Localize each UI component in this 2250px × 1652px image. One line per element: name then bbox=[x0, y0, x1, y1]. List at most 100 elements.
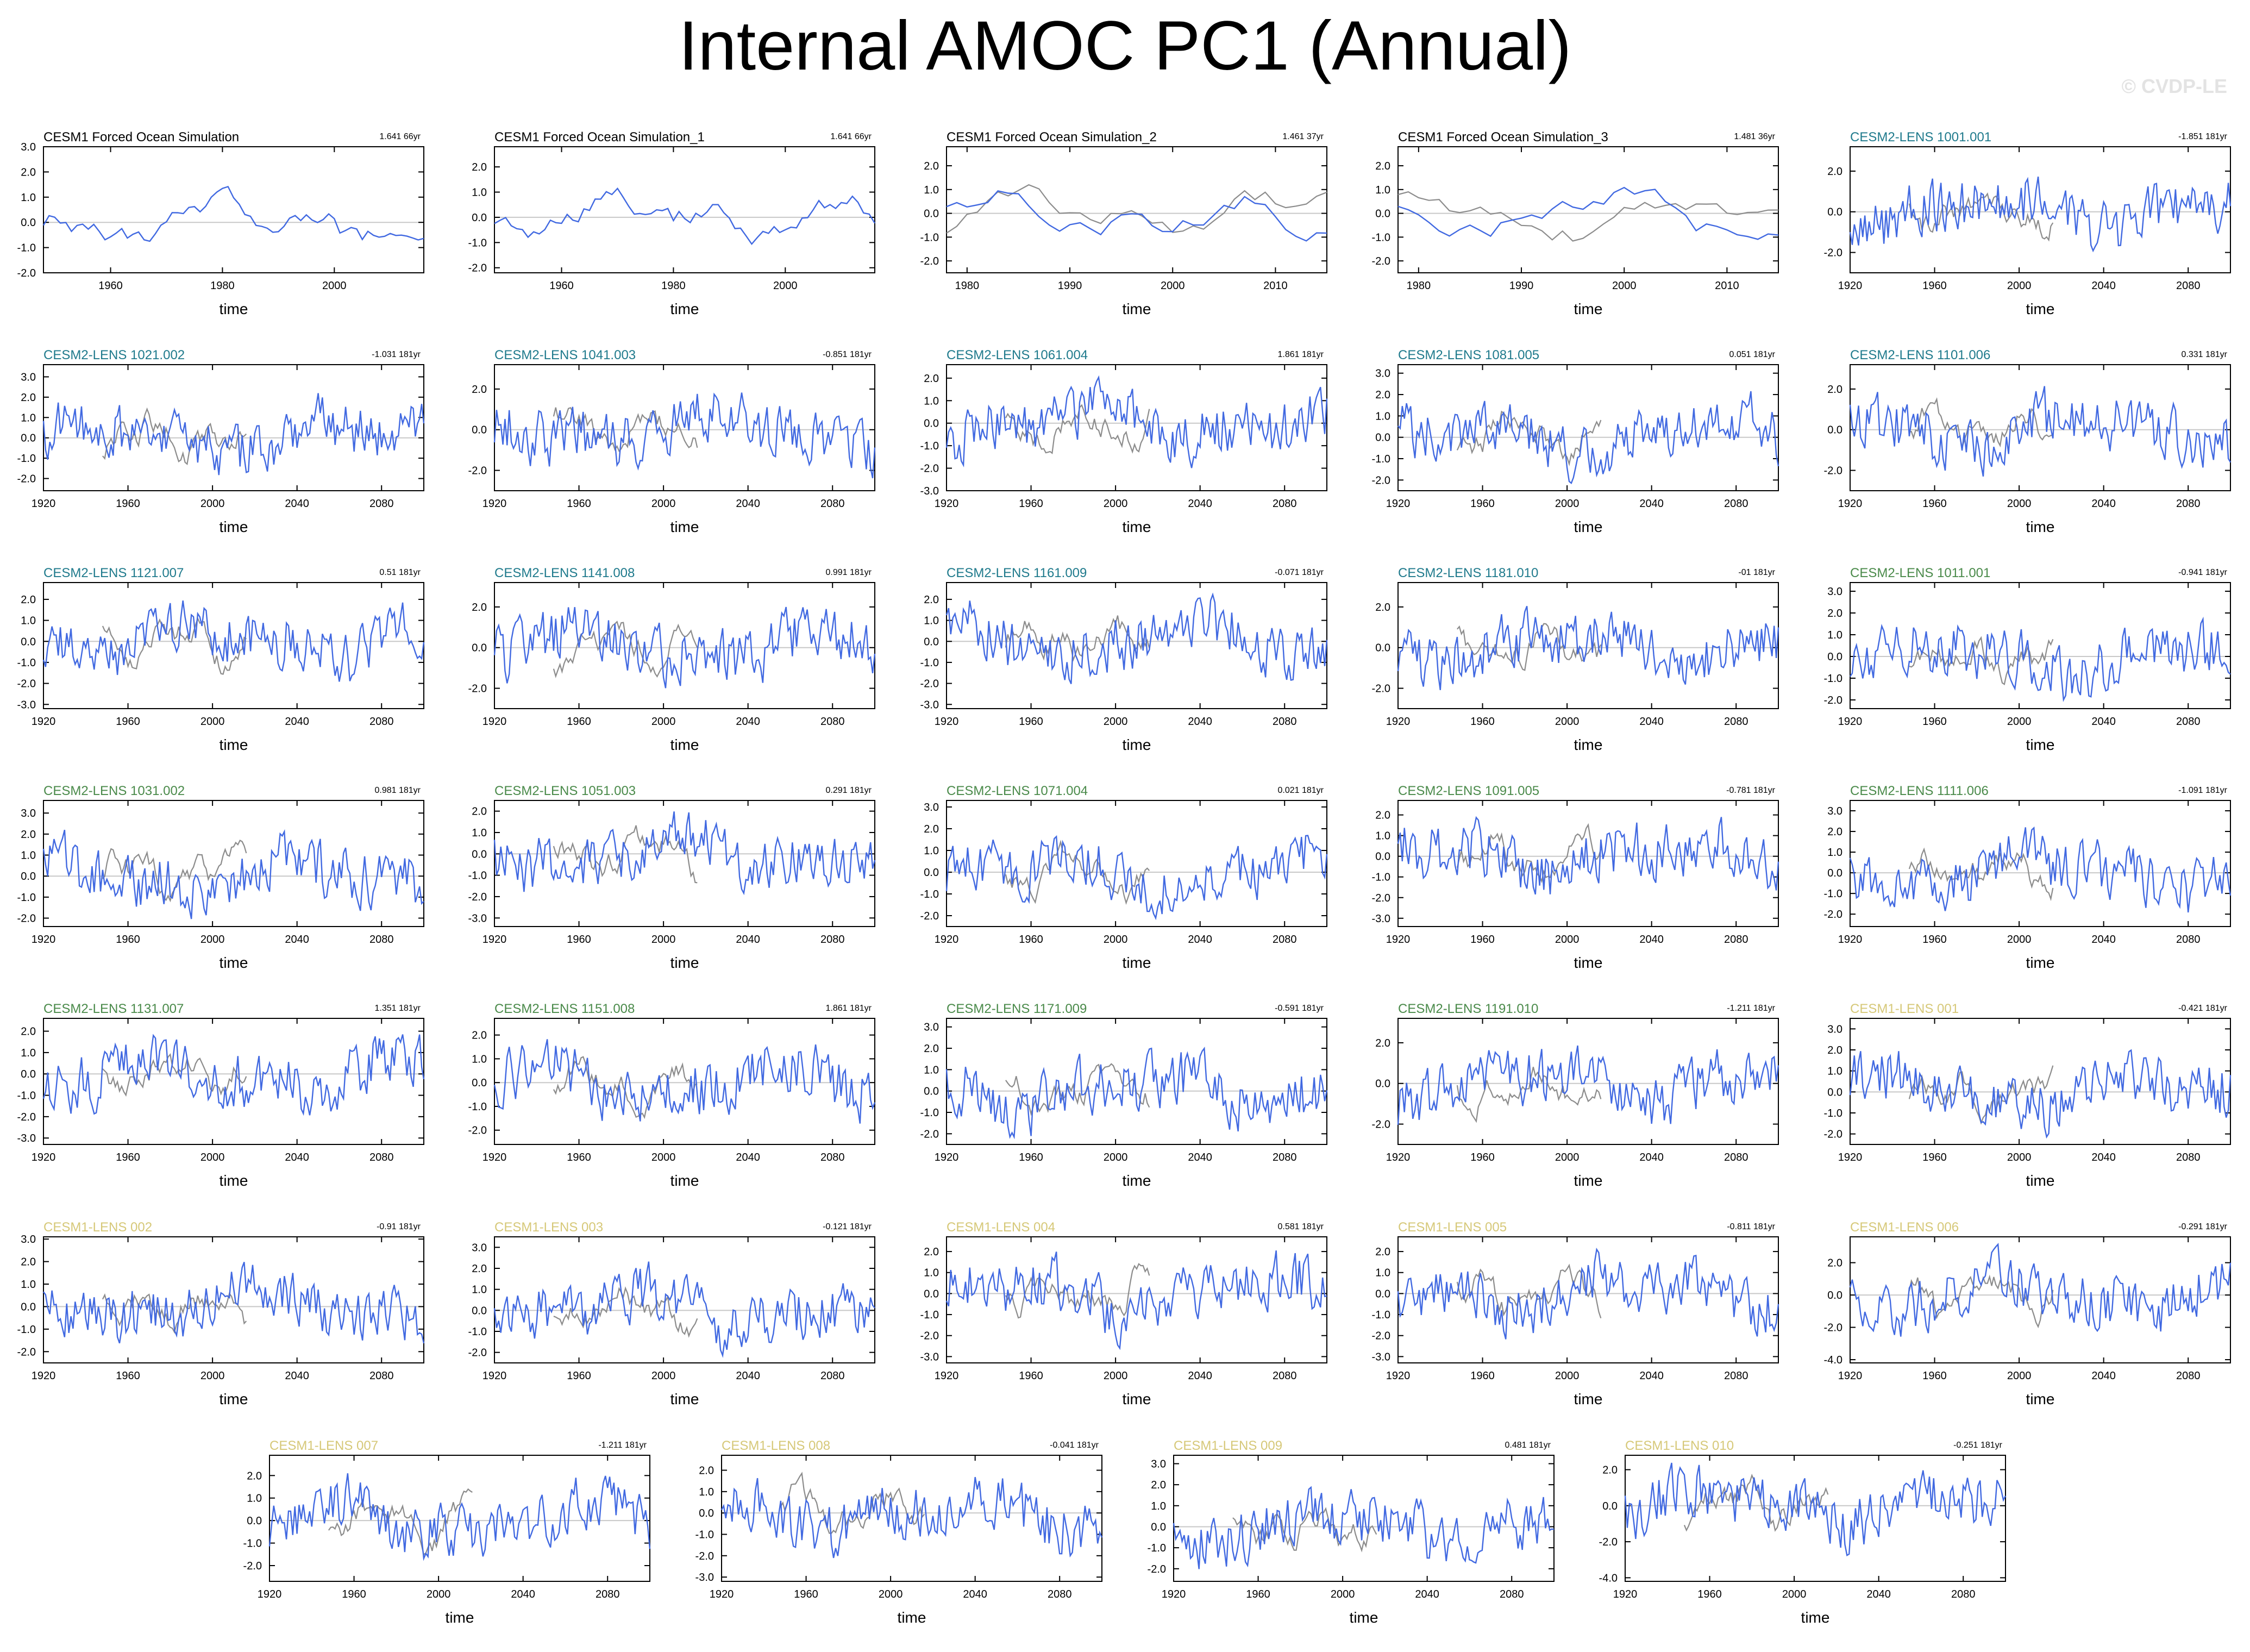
chart-svg: CESM1 Forced Ocean Simulation_2 1.461 37y… bbox=[920, 130, 1327, 317]
y-tick-label: 0.0 bbox=[1375, 851, 1390, 863]
y-tick-label: -1.0 bbox=[468, 237, 487, 249]
x-tick-label: 1920 bbox=[1838, 934, 1863, 946]
model-series-line bbox=[42, 600, 425, 682]
x-axis-label: time bbox=[2026, 301, 2055, 317]
model-series-line bbox=[42, 1034, 425, 1116]
x-tick-label: 2080 bbox=[1048, 1588, 1072, 1600]
trend-label: -0.071 181yr bbox=[1275, 568, 1324, 577]
model-series-line bbox=[494, 187, 876, 246]
reference-series-line bbox=[102, 617, 247, 675]
x-tick-label: 2080 bbox=[1273, 716, 1297, 728]
y-tick-label: -2.0 bbox=[1372, 1330, 1390, 1342]
x-tick-label: 2000 bbox=[1612, 280, 1637, 292]
panel-title: CESM2-LENS 1081.005 bbox=[1398, 348, 1539, 362]
model-series-line bbox=[493, 811, 876, 896]
panel-title: CESM1 Forced Ocean Simulation_3 bbox=[1398, 130, 1608, 145]
plot-frame bbox=[494, 1236, 875, 1363]
y-tick-label: -1.0 bbox=[920, 1309, 939, 1321]
x-axis-label: time bbox=[670, 1391, 699, 1407]
y-tick-label: 3.0 bbox=[924, 802, 939, 814]
chart-svg: CESM2-LENS 1071.004 0.021 181yr -2.0 -1.0 0.… bbox=[920, 784, 1328, 971]
x-tick-label: 1920 bbox=[32, 1152, 56, 1163]
x-tick-label: 2080 bbox=[2176, 498, 2201, 510]
x-tick-label: 2000 bbox=[1331, 1588, 1355, 1600]
trend-label: -0.851 181yr bbox=[823, 350, 872, 359]
y-tick-label: -3.0 bbox=[468, 912, 487, 924]
x-tick-label: 1980 bbox=[661, 280, 686, 292]
x-tick-label: 1920 bbox=[935, 934, 959, 946]
model-series-line bbox=[493, 1039, 876, 1124]
y-tick-label: -2.0 bbox=[1148, 1563, 1166, 1575]
y-tick-label: 2.0 bbox=[21, 829, 36, 841]
panel-title: CESM1-LENS 002 bbox=[43, 1220, 152, 1235]
y-tick-label: 0.0 bbox=[699, 1507, 714, 1519]
y-tick-label: -2.0 bbox=[468, 1347, 487, 1359]
chart-panel: CESM2-LENS 1091.005 -0.781 181yr -3.0 -2.0 -… bbox=[1355, 769, 1797, 986]
y-tick-label: -1.0 bbox=[1824, 888, 1842, 900]
plot-frame bbox=[1850, 582, 2231, 709]
model-series-line bbox=[945, 835, 1328, 921]
y-tick-label: 0.0 bbox=[21, 217, 36, 229]
y-tick-label: 1.0 bbox=[1827, 1066, 1842, 1078]
x-tick-label: 1960 bbox=[116, 498, 140, 510]
y-tick-label: 1.0 bbox=[21, 850, 36, 862]
plot-frame bbox=[1397, 146, 1779, 273]
x-tick-label: 2000 bbox=[200, 1152, 225, 1163]
trend-label: 1.351 181yr bbox=[374, 1004, 421, 1013]
x-tick-label: 2080 bbox=[820, 1370, 845, 1382]
y-tick-label: 2.0 bbox=[472, 1263, 487, 1275]
x-axis-label: time bbox=[2026, 518, 2055, 535]
trend-label: -0.251 181yr bbox=[1953, 1441, 2003, 1450]
x-tick-label: 2040 bbox=[736, 1152, 760, 1163]
chart-svg: CESM1-LENS 002 -0.91 181yr -2.0 -1.0 0.0 1.0 2… bbox=[17, 1220, 425, 1407]
x-tick-label: 1960 bbox=[1697, 1588, 1722, 1600]
y-tick-label: -2.0 bbox=[1824, 247, 1842, 259]
x-tick-label: 2000 bbox=[1104, 716, 1128, 728]
y-tick-label: 0.0 bbox=[1375, 208, 1390, 220]
x-tick-label: 1960 bbox=[794, 1588, 818, 1600]
x-tick-label: 1960 bbox=[342, 1588, 366, 1600]
y-tick-label: 2.0 bbox=[1827, 166, 1842, 178]
y-tick-label: -1.0 bbox=[468, 870, 487, 882]
y-tick-label: 1.0 bbox=[924, 184, 939, 196]
y-tick-label: 0.0 bbox=[21, 433, 36, 445]
y-tick-label: 2.0 bbox=[1151, 1479, 1166, 1491]
y-tick-label: -2.0 bbox=[920, 1128, 939, 1140]
plot-frame bbox=[43, 1236, 424, 1363]
x-tick-label: 1920 bbox=[32, 934, 56, 946]
x-tick-label: 2080 bbox=[1724, 498, 1748, 510]
chart-svg: CESM2-LENS 1021.002 -1.031 181yr -2.0 -1.0 0… bbox=[17, 348, 425, 535]
y-tick-label: 1.0 bbox=[1375, 184, 1390, 196]
y-tick-label: 2.0 bbox=[1375, 810, 1390, 822]
x-tick-label: 2040 bbox=[1639, 1370, 1664, 1382]
x-tick-label: 1920 bbox=[482, 716, 507, 728]
x-axis-label: time bbox=[1123, 1172, 1151, 1189]
x-tick-label: 2000 bbox=[2007, 1370, 2032, 1382]
trend-label: 1.861 181yr bbox=[825, 1004, 872, 1013]
chart-svg: CESM1-LENS 010 -0.251 181yr -4.0 -2.0 0.0 2.0… bbox=[1599, 1438, 2007, 1626]
x-tick-label: 2080 bbox=[2176, 1152, 2201, 1163]
chart-panel: CESM2-LENS 1071.004 0.021 181yr -2.0 -1.0 0.… bbox=[903, 769, 1345, 986]
panel-title: CESM2-LENS 1101.006 bbox=[1850, 348, 1990, 362]
y-tick-label: 3.0 bbox=[924, 1022, 939, 1034]
y-tick-label: -1.0 bbox=[1824, 1107, 1842, 1119]
y-tick-label: 1.0 bbox=[472, 827, 487, 839]
chart-panel: CESM2-LENS 1041.003 -0.851 181yr -2.0 0.0 2.… bbox=[451, 333, 893, 550]
y-tick-label: 3.0 bbox=[1827, 586, 1842, 598]
y-tick-label: 0.0 bbox=[1827, 1290, 1842, 1301]
x-tick-label: 2000 bbox=[1104, 1152, 1128, 1163]
x-tick-label: 2000 bbox=[1782, 1588, 1807, 1600]
x-tick-label: 2040 bbox=[963, 1588, 987, 1600]
x-tick-label: 2040 bbox=[736, 934, 760, 946]
plot-frame bbox=[946, 582, 1327, 709]
y-tick-label: 0.0 bbox=[924, 1086, 939, 1098]
y-tick-label: -1.0 bbox=[17, 657, 36, 669]
plot-frame bbox=[1850, 1236, 2231, 1363]
y-tick-label: -4.0 bbox=[1599, 1572, 1618, 1584]
y-tick-label: 1.0 bbox=[1827, 629, 1842, 641]
y-tick-label: 0.0 bbox=[472, 424, 487, 436]
chart-panel: CESM1-LENS 010 -0.251 181yr -4.0 -2.0 0.0 2.0… bbox=[1582, 1424, 2024, 1641]
y-tick-label: 2.0 bbox=[21, 594, 36, 606]
panel-title: CESM1-LENS 007 bbox=[270, 1438, 378, 1453]
reference-series-line bbox=[553, 621, 698, 679]
